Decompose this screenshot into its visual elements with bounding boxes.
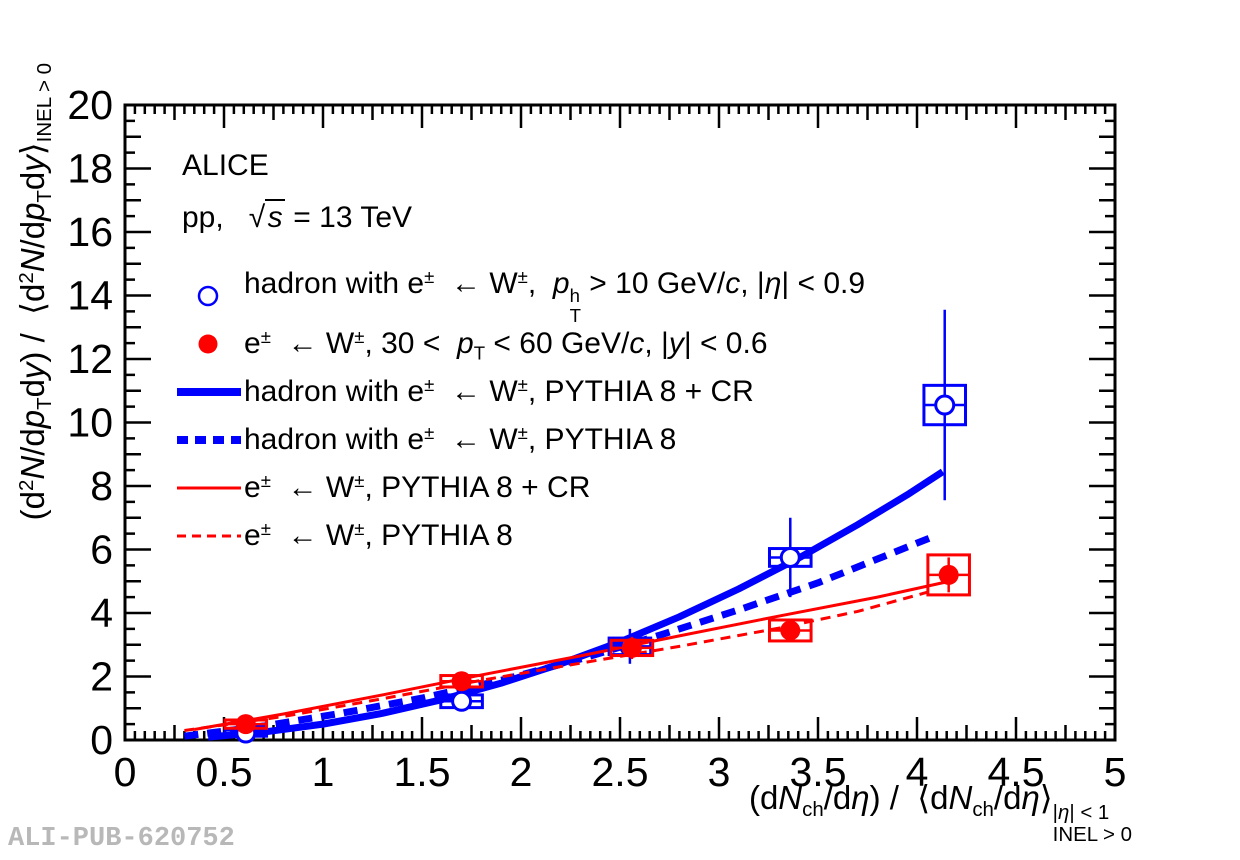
data-point-marker [621,637,642,658]
x-tick-label: 3.5 [790,749,847,795]
y-tick-label: 8 [90,463,113,509]
y-axis-title: (d2N/dpTdy) / ⟨d2N/dpTdy⟩INEL > 0 [14,63,57,521]
legend-marker-solid-line [177,388,241,396]
data-point-marker [934,394,956,416]
annotation-alice: ALICE [182,149,269,182]
y-tick-label: 10 [67,400,113,446]
x-tick-label: 1 [312,749,335,795]
y-tick-label: 6 [90,527,113,573]
legend-label: e± ← W±, 30 < pT < 60 GeV/c, |y| < 0.6 [244,325,768,364]
x-tick-label: 4 [906,749,929,795]
y-axis-title-area: (d2N/dpTdy) / ⟨d2N/dpTdy⟩INEL > 0 [14,63,60,723]
y-tick-label: 4 [90,590,113,636]
x-tick-label: 2.5 [592,749,649,795]
x-tick-label: 4.5 [988,749,1045,795]
legend-marker-open-circle [197,285,219,307]
x-axis: 0 0.5 1 1.5 2 2.5 3 3.5 4 4.5 5 [114,105,1127,795]
x-axis-title: (dNch/dη) / ⟨dNch/dη⟩ |η| < 1 INEL > 0 [748,779,1132,846]
x-tick-label: 0 [114,749,137,795]
legend-label: hadron with e± ← W±, PYTHIA 8 [244,421,677,456]
x-tick-label: 0.5 [196,749,253,795]
legend-item-electron-w-pythia8: e± ← W±, PYTHIA 8 [174,512,865,560]
data-point-marker [780,620,801,641]
data-point-marker [451,671,472,692]
legend-marker-dashed-line [177,534,241,538]
legend-marker-filled-circle [198,334,218,354]
y-tick-label: 18 [67,146,113,192]
y-tick-label: 16 [67,209,113,255]
y-axis: 0 2 4 6 8 10 12 14 16 18 20 [67,82,1115,763]
x-tick-label: 5 [1104,749,1127,795]
y-tick-label: 2 [90,654,113,700]
watermark: ALI-PUB-620752 [8,824,235,854]
y-tick-label: 14 [67,273,113,319]
legend-item-electron-w-data: e± ← W±, 30 < pT < 60 GeV/c, |y| < 0.6 [174,320,865,368]
data-point-marker [451,690,473,712]
x-tick-label: 2 [510,749,533,795]
y-tick-label: 0 [90,717,113,763]
legend-label: hadron with e± ← W±, PYTHIA 8 + CR [244,373,754,408]
x-tick-label: 3 [708,749,731,795]
series-electron-w-data [223,553,971,735]
y-tick-label: 12 [67,336,113,382]
legend-item-hadron-w-pythia8: hadron with e± ← W±, PYTHIA 8 [174,416,865,464]
series-hadron-w-pythia8 [183,531,939,740]
data-point-marker [779,546,801,568]
legend-marker-dashed-line [177,436,241,444]
legend-label: e± ← W±, PYTHIA 8 + CR [244,469,591,504]
legend-marker-solid-line [177,486,241,490]
data-point-marker [938,564,959,585]
legend-item-hadron-w-pythia8-cr: hadron with e± ← W±, PYTHIA 8 + CR [174,368,865,416]
series-electron-w-pythia8-cr [194,580,948,732]
y-tick-label: 20 [67,82,113,128]
legend-label: e± ← W±, PYTHIA 8 [244,517,513,552]
data-point-marker [235,714,256,735]
legend-item-electron-w-pythia8-cr: e± ← W±, PYTHIA 8 + CR [174,464,865,512]
x-tick-label: 1.5 [394,749,451,795]
annotation-energy: pp, √s = 13 TeV [182,199,413,234]
